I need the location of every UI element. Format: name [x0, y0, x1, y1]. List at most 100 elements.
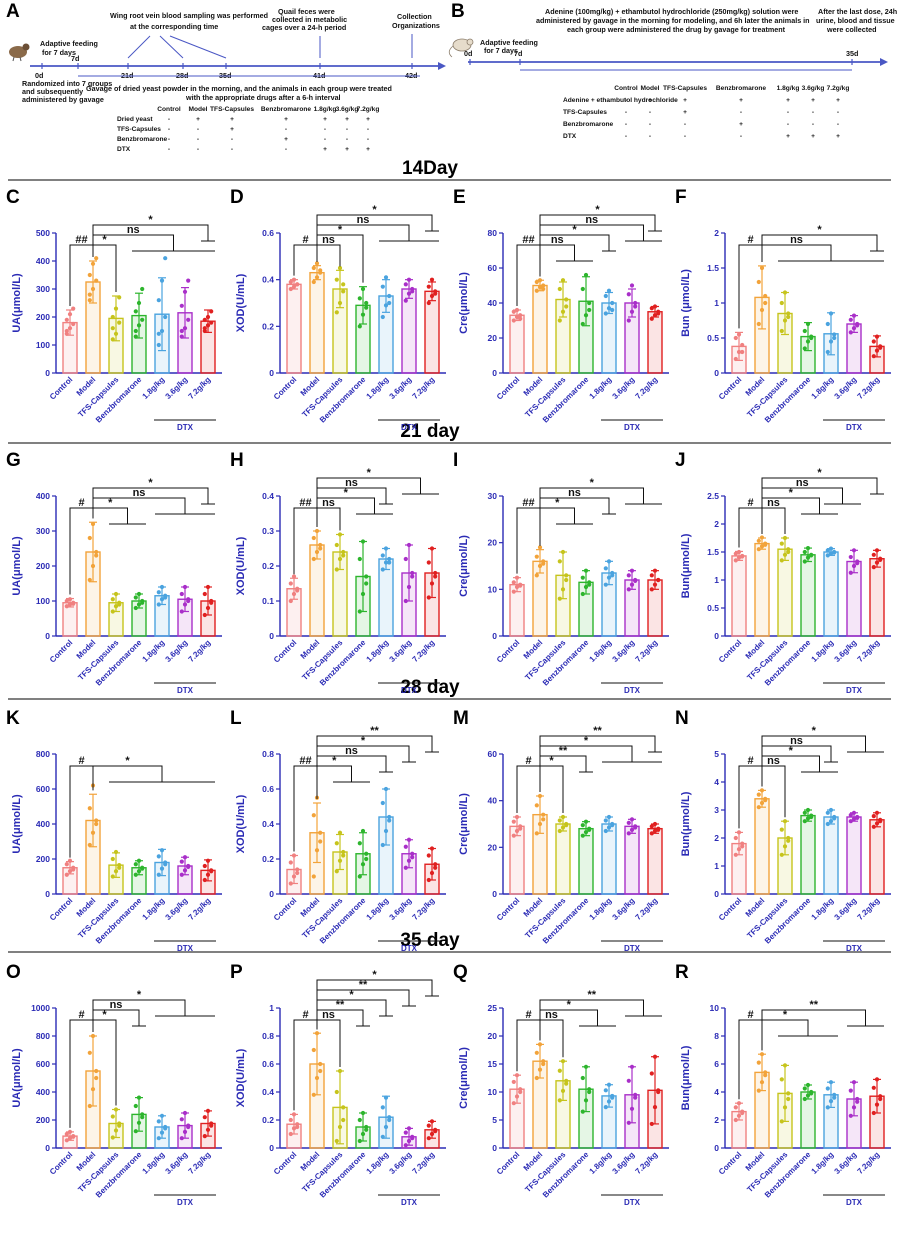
data-point — [364, 581, 369, 586]
data-point — [337, 265, 343, 271]
data-point — [583, 819, 589, 824]
y-tick-label: 1 — [714, 861, 719, 871]
data-point — [825, 1086, 830, 1091]
significance-label: ** — [559, 745, 568, 757]
significance-bracket — [761, 244, 832, 262]
data-point — [387, 560, 392, 565]
dtx-label: DTX — [846, 423, 863, 432]
data-point — [433, 574, 438, 579]
table-cell: + — [811, 97, 815, 104]
data-point — [403, 282, 408, 287]
data-point — [740, 554, 745, 559]
data-point — [874, 1102, 880, 1107]
table-cell: - — [197, 136, 199, 143]
data-point — [291, 591, 297, 597]
data-point — [828, 1080, 834, 1085]
x-tick-label: Control — [48, 638, 74, 664]
dtx-label: DTX — [401, 944, 418, 953]
significance-label: * — [349, 989, 354, 1001]
x-tick-label: 1.8g/kg — [810, 375, 836, 401]
x-tick-label: 7.2g/kg — [411, 638, 437, 664]
data-point — [357, 874, 362, 879]
day-title: 14Day — [402, 158, 458, 179]
data-point — [179, 334, 184, 339]
data-point — [380, 842, 385, 848]
bar — [286, 283, 302, 374]
y-tick-label: 5 — [714, 749, 719, 759]
data-point — [541, 561, 546, 566]
panel-a-adapt-caption-1: Adaptive feeding — [40, 39, 98, 48]
data-point — [560, 278, 566, 283]
data-point — [90, 286, 96, 292]
data-point — [537, 545, 543, 550]
significance-label: # — [78, 1009, 84, 1021]
data-point — [159, 584, 165, 590]
bar — [869, 819, 885, 895]
y-tick-label: 20 — [488, 1031, 498, 1041]
data-point — [580, 575, 585, 580]
data-point — [205, 858, 211, 863]
data-point — [534, 279, 539, 285]
data-point — [786, 311, 791, 316]
table-cell: - — [740, 133, 742, 140]
significance-label: ## — [75, 234, 87, 246]
table-row-label: TFS-Capsules — [117, 126, 161, 133]
data-point — [851, 563, 857, 569]
data-point — [71, 306, 76, 311]
dtx-label: DTX — [401, 686, 418, 695]
data-point — [805, 555, 811, 560]
data-point — [828, 339, 834, 344]
y-tick-label: 0.5 — [707, 603, 719, 613]
data-point — [874, 821, 880, 826]
data-point — [626, 1078, 631, 1083]
data-point — [426, 853, 431, 858]
x-tick-label: 7.2g/kg — [634, 375, 660, 401]
x-tick-label: 7.2g/kg — [856, 638, 882, 664]
y-tick-label: 0 — [714, 1143, 719, 1153]
data-point — [580, 286, 585, 292]
y-tick-label: 0 — [269, 631, 274, 641]
bar — [777, 548, 793, 637]
data-point — [110, 1114, 115, 1119]
data-point — [874, 348, 880, 353]
data-point — [514, 575, 520, 580]
data-point — [291, 853, 297, 858]
data-point — [534, 1075, 539, 1081]
data-point — [848, 812, 853, 818]
panel-a-sampling-caption-1: Wing root vein blood sampling was perfor… — [110, 11, 268, 20]
data-point — [117, 320, 122, 325]
table-cell: + — [366, 116, 370, 123]
data-point — [383, 828, 389, 834]
panel-a-sampling-caption-2: at the corresponding time — [130, 22, 218, 31]
table-cell: + — [739, 97, 743, 104]
data-point — [186, 864, 191, 869]
panel-letter: H — [230, 450, 244, 471]
data-point — [736, 1101, 742, 1106]
timeline-a-day-label: 7d — [71, 54, 79, 63]
data-point — [560, 309, 566, 314]
data-point — [871, 1110, 876, 1116]
y-axis-label: Bun(μmol/L) — [680, 791, 692, 856]
data-point — [205, 314, 211, 320]
data-point — [511, 309, 516, 314]
x-tick-label: Control — [495, 1150, 521, 1176]
data-point — [626, 820, 631, 825]
data-point — [633, 1095, 638, 1100]
data-point — [113, 331, 119, 336]
data-point — [603, 1088, 608, 1093]
y-tick-label: 0.4 — [262, 1087, 274, 1097]
x-tick-label: 1.8g/kg — [141, 1150, 167, 1176]
data-point — [136, 1120, 142, 1125]
x-tick-label: 3.6g/kg — [388, 375, 414, 401]
data-point — [403, 1130, 408, 1135]
x-tick-label: 7.2g/kg — [411, 896, 437, 922]
data-point — [610, 823, 615, 828]
day-title: 21 day — [400, 421, 460, 442]
x-tick-label: Control — [717, 896, 743, 922]
data-point — [311, 279, 316, 285]
data-point — [364, 1127, 369, 1132]
data-point — [113, 306, 119, 311]
panel-a-timeline: A Adaptive feeding for 7 days Wing root … — [6, 1, 446, 153]
significance-label: ** — [593, 725, 602, 737]
